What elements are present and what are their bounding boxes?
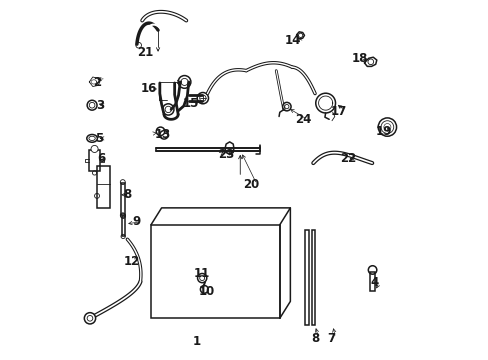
Text: 19: 19 [375, 125, 391, 138]
Text: 24: 24 [295, 113, 311, 126]
Text: 7: 7 [326, 332, 334, 345]
Text: 14: 14 [285, 34, 301, 47]
Text: 1: 1 [192, 335, 201, 348]
Text: 11: 11 [194, 267, 210, 280]
Bar [305, 230, 308, 325]
Bar [121, 183, 124, 215]
Bar [311, 230, 314, 325]
Bar [97, 166, 110, 207]
Text: 9: 9 [133, 215, 141, 228]
Text: 8: 8 [123, 188, 131, 201]
Bar [151, 225, 279, 318]
Bar [122, 216, 124, 236]
Text: 20: 20 [243, 178, 259, 191]
Circle shape [84, 312, 96, 324]
Circle shape [91, 145, 98, 153]
Text: 8: 8 [310, 332, 319, 345]
Text: 5: 5 [95, 132, 103, 145]
Text: 18: 18 [351, 52, 367, 65]
Text: 22: 22 [340, 152, 356, 165]
Text: 2: 2 [93, 76, 101, 90]
Text: 16: 16 [140, 82, 157, 95]
Text: 13: 13 [154, 128, 170, 141]
Text: 15: 15 [183, 96, 199, 109]
Text: 3: 3 [96, 99, 104, 112]
Text: 21: 21 [137, 46, 153, 59]
Text: 17: 17 [330, 105, 346, 118]
Bar [89, 150, 100, 171]
Text: 10: 10 [198, 285, 214, 298]
Text: 23: 23 [218, 148, 234, 161]
Text: 12: 12 [123, 255, 140, 267]
Bar [369, 272, 374, 291]
Text: 4: 4 [370, 276, 378, 289]
Text: 6: 6 [97, 152, 105, 165]
